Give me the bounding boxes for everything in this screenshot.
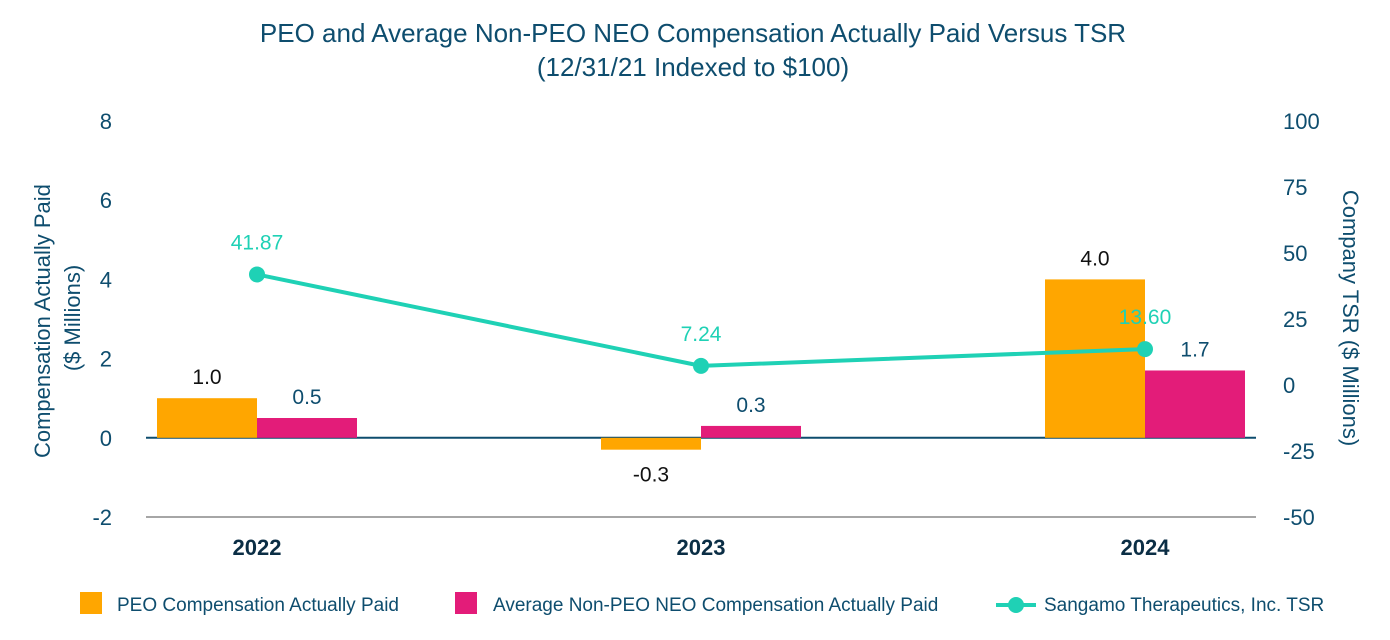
bar-labels: 1.0 -0.3 4.0 0.5 0.3 1.7 <box>192 247 1209 486</box>
tsr-label-2024: 13.60 <box>1119 306 1172 329</box>
tsr-line <box>256 272 1146 368</box>
tsr-line-series: 41.87 7.24 13.60 <box>231 231 1172 374</box>
bar-peo-label-2023: -0.3 <box>633 464 669 487</box>
bar-peo-label-2022: 1.0 <box>192 366 221 389</box>
bar-non-peo-2023 <box>701 425 801 438</box>
right-tick-label: -25 <box>1283 439 1315 464</box>
tsr-label-2023: 7.24 <box>681 323 722 346</box>
right-tick-label: 25 <box>1283 307 1307 332</box>
bar-non-peo-label-2023: 0.3 <box>736 394 765 417</box>
legend-swatch-peo <box>80 592 102 614</box>
left-tick-label: 6 <box>100 188 112 213</box>
left-tick-label: 4 <box>100 267 112 292</box>
category-labels: 2022 2023 2024 <box>233 535 1171 560</box>
legend-label-tsr: Sangamo Therapeutics, Inc. TSR <box>1044 595 1324 616</box>
legend-swatch-non-peo <box>455 592 477 614</box>
left-tick-label: 0 <box>100 426 112 451</box>
bar-peo-label-2024: 4.0 <box>1080 247 1109 270</box>
legend: PEO Compensation Actually Paid Average N… <box>80 592 1324 616</box>
left-tick-label: 2 <box>100 347 112 372</box>
tsr-point-2024 <box>1137 341 1153 358</box>
legend-item-peo: PEO Compensation Actually Paid <box>80 592 399 616</box>
chart-subtitle: (12/31/21 Indexed to $100) <box>537 52 849 82</box>
left-tick-label: 8 <box>100 109 112 134</box>
right-tick-label: -50 <box>1283 505 1315 530</box>
left-axis-ticks: -2 0 2 4 6 8 <box>92 109 112 530</box>
left-axis-title-line2: ($ Millions) <box>60 265 85 371</box>
right-axis-ticks: -50 -25 0 25 50 75 100 <box>1283 109 1320 530</box>
legend-item-tsr: Sangamo Therapeutics, Inc. TSR <box>996 595 1324 616</box>
right-tick-label: 50 <box>1283 241 1307 266</box>
left-tick-label: -2 <box>92 505 112 530</box>
bar-peo-2022 <box>157 398 257 438</box>
bar-non-peo-label-2022: 0.5 <box>292 386 321 409</box>
right-tick-label: 0 <box>1283 373 1295 398</box>
legend-item-non-peo: Average Non-PEO NEO Compensation Actuall… <box>455 592 938 616</box>
bars <box>157 279 1245 450</box>
legend-marker-tsr <box>1008 597 1024 613</box>
tsr-label-2022: 41.87 <box>231 231 284 254</box>
bar-non-peo-2022 <box>257 418 357 438</box>
right-tick-label: 75 <box>1283 175 1307 200</box>
left-axis-title: Compensation Actually Paid ($ Millions) <box>30 178 85 458</box>
left-axis-title-line1: Compensation Actually Paid <box>30 184 55 458</box>
tsr-point-2023 <box>693 357 709 374</box>
chart-title: PEO and Average Non-PEO NEO Compensation… <box>260 18 1126 48</box>
legend-label-peo: PEO Compensation Actually Paid <box>117 595 399 616</box>
bar-non-peo-label-2024: 1.7 <box>1180 338 1209 361</box>
category-label-2023: 2023 <box>677 535 726 560</box>
right-tick-label: 100 <box>1283 109 1320 134</box>
bar-peo-2023 <box>601 437 701 450</box>
category-label-2022: 2022 <box>233 535 282 560</box>
legend-label-non-peo: Average Non-PEO NEO Compensation Actuall… <box>493 595 938 616</box>
tsr-point-2022 <box>249 266 265 283</box>
category-label-2024: 2024 <box>1121 535 1171 560</box>
bar-non-peo-2024 <box>1145 370 1245 438</box>
right-axis-title: Company TSR ($ Millions) <box>1338 190 1363 446</box>
bar-peo-2024 <box>1045 279 1145 438</box>
